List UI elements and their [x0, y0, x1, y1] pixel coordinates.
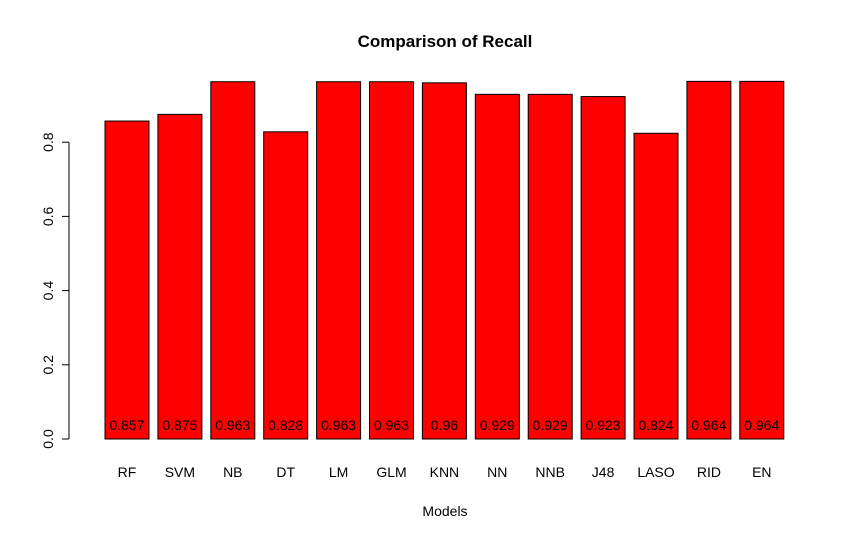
data-label-nnb: 0.929	[533, 417, 568, 433]
data-label-nb: 0.963	[215, 417, 250, 433]
x-tick-label-knn: KNN	[430, 464, 460, 480]
x-tick-label-j48: J48	[592, 464, 615, 480]
y-tick-label: 0.0	[40, 429, 56, 449]
chart-title: Comparison of Recall	[358, 32, 533, 51]
x-tick-label-nb: NB	[223, 464, 242, 480]
bar-j48	[581, 97, 625, 439]
y-tick-label: 0.8	[40, 132, 56, 152]
x-tick-label-lm: LM	[329, 464, 348, 480]
data-label-lm: 0.963	[321, 417, 356, 433]
bar-nb	[211, 82, 255, 439]
bar-knn	[422, 83, 466, 439]
x-tick-label-dt: DT	[276, 464, 295, 480]
bar-svm	[158, 114, 202, 439]
x-tick-label-en: EN	[752, 464, 771, 480]
bar-rf	[105, 121, 149, 439]
y-tick-label: 0.6	[40, 206, 56, 226]
bar-glm	[370, 82, 414, 439]
y-axis: 0.0 0.2 0.4 0.6 0.8	[40, 132, 69, 448]
x-tick-label-laso: LASO	[637, 464, 674, 480]
bar-nn	[475, 94, 519, 439]
bars-group: 0.857 0.875 0.963 0.828 0.963 0.963 0.96 0.929 0…	[105, 81, 784, 439]
x-tick-label-rf: RF	[118, 464, 137, 480]
data-label-svm: 0.875	[162, 417, 197, 433]
bar-laso	[634, 133, 678, 439]
data-label-rf: 0.857	[109, 417, 144, 433]
data-label-knn: 0.96	[431, 417, 458, 433]
x-tick-label-glm: GLM	[376, 464, 406, 480]
bar-en	[740, 81, 784, 439]
bar-dt	[264, 132, 308, 439]
data-label-nn: 0.929	[480, 417, 515, 433]
data-label-j48: 0.923	[586, 417, 621, 433]
data-label-glm: 0.963	[374, 417, 409, 433]
x-tick-labels: RF SVM NB DT LM GLM KNN NN NNB J48 LASO RID EN	[118, 464, 772, 480]
data-label-dt: 0.828	[268, 417, 303, 433]
x-axis-title: Models	[422, 503, 467, 519]
x-tick-label-svm: SVM	[165, 464, 195, 480]
y-tick-label: 0.2	[40, 355, 56, 375]
bar-nnb	[528, 94, 572, 439]
bar-lm	[317, 82, 361, 439]
data-label-rid: 0.964	[691, 417, 726, 433]
data-label-laso: 0.824	[638, 417, 673, 433]
x-tick-label-rid: RID	[697, 464, 721, 480]
bar-rid	[687, 81, 731, 439]
y-tick-label: 0.4	[40, 281, 56, 301]
data-label-en: 0.964	[744, 417, 779, 433]
x-tick-label-nn: NN	[487, 464, 507, 480]
x-tick-label-nnb: NNB	[535, 464, 565, 480]
